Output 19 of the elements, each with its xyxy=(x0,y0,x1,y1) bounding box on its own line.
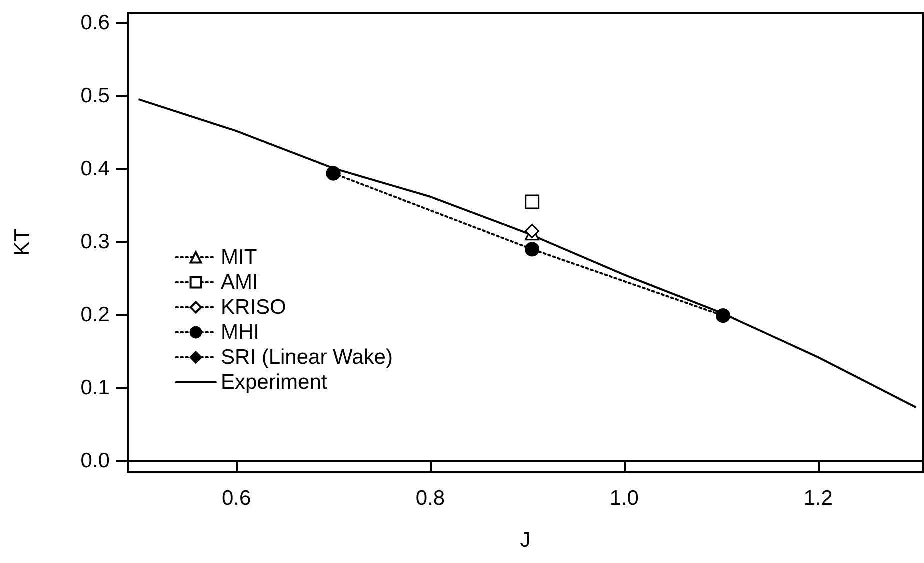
legend-label: AMI xyxy=(221,271,258,294)
legend-label: MHI xyxy=(221,321,260,344)
y-tick-label: 0.2 xyxy=(80,304,110,327)
x-tick-label: 0.8 xyxy=(416,487,446,510)
legend-label: Experiment xyxy=(221,371,328,394)
y-tick-label: 0.5 xyxy=(80,84,110,108)
y-tick-label: 0.1 xyxy=(80,376,110,400)
x-tick-label: 0.6 xyxy=(222,487,252,510)
y-axis-title: KT xyxy=(11,228,34,256)
legend-label: SRI (Linear Wake) xyxy=(221,346,393,369)
y-tick-label: 0.4 xyxy=(80,158,110,181)
legend-label: KRISO xyxy=(221,296,286,319)
y-tick-label: 0.0 xyxy=(80,450,110,473)
y-tick-label: 0.3 xyxy=(80,230,110,254)
x-tick-label: 1.2 xyxy=(804,487,833,510)
y-tick-label: 0.6 xyxy=(80,12,110,35)
legend-label: MIT xyxy=(221,246,258,269)
x-tick-label: 1.0 xyxy=(610,487,639,510)
x-axis-title: J xyxy=(520,529,531,552)
